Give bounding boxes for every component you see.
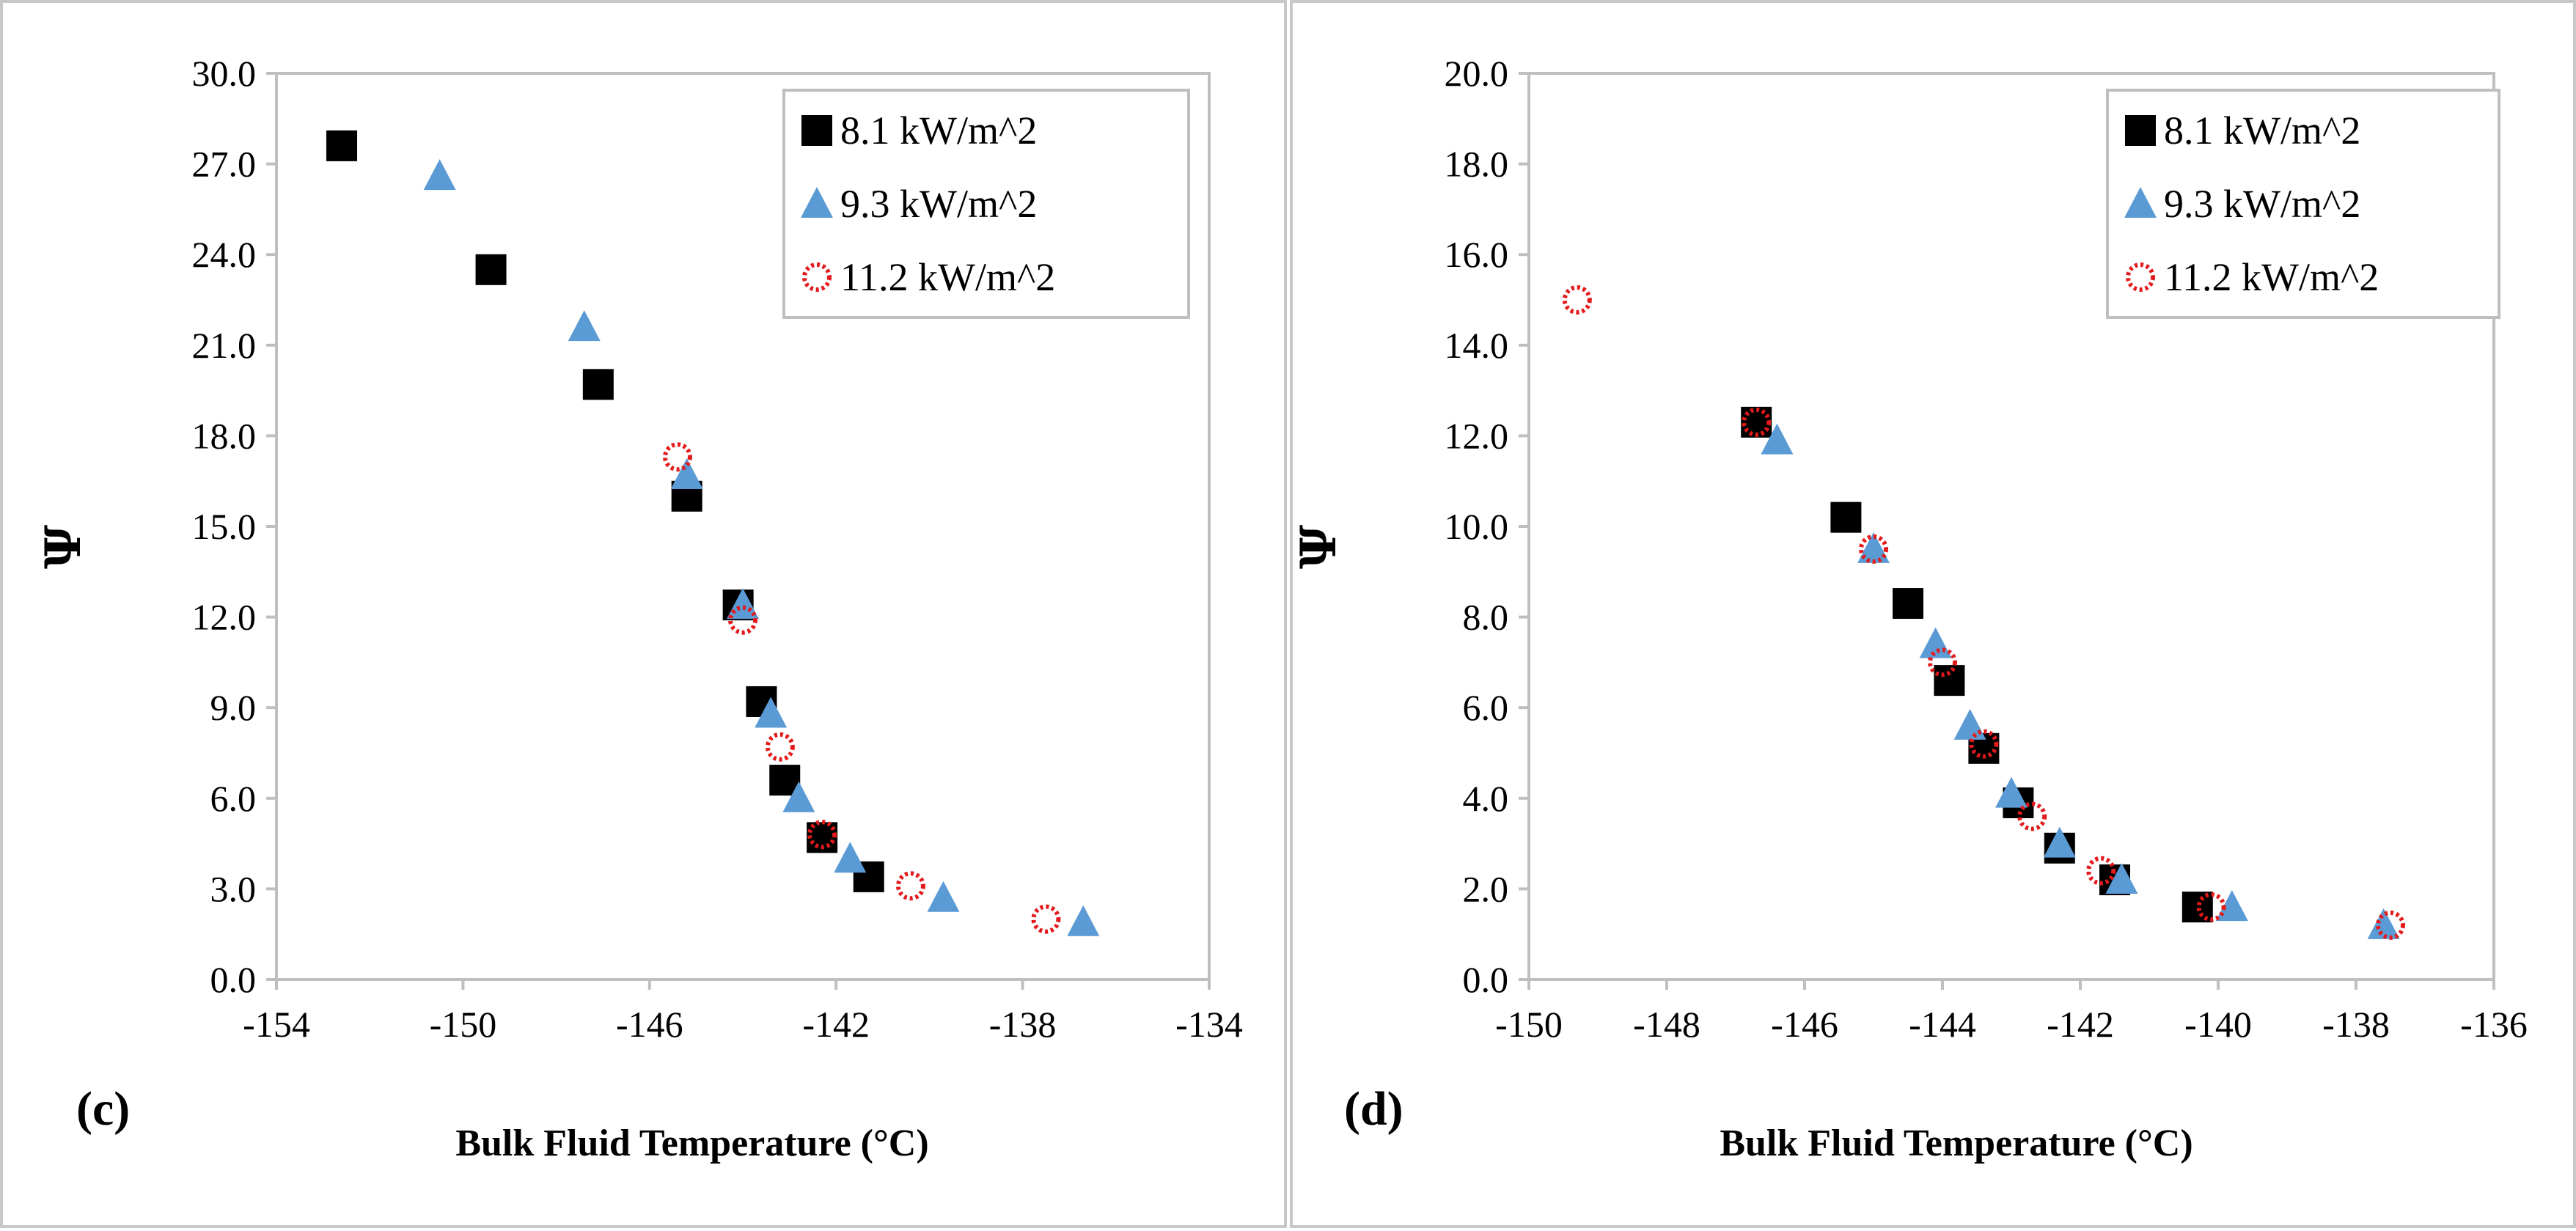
data-point xyxy=(927,881,960,912)
data-point xyxy=(2043,826,2076,858)
y-tick-label: 12.0 xyxy=(1445,415,1509,456)
data-point xyxy=(2215,890,2248,922)
legend-label: 11.2 kW/m^2 xyxy=(840,255,1055,299)
x-tick-label: -148 xyxy=(1633,1004,1700,1045)
x-tick-label: -142 xyxy=(802,1004,870,1045)
y-tick-label: 16.0 xyxy=(1445,234,1509,275)
y-tick-label: 14.0 xyxy=(1445,325,1509,366)
chart-panel-c: 0.0 3.0 6.0 9.0 12.0 15.0 18.0 21.0 24.0 27.0 30.0… xyxy=(0,0,1287,1228)
data-point xyxy=(475,254,507,285)
legend-label: 8.1 kW/m^2 xyxy=(840,109,1037,153)
chart-panel-d: 0.0 2.0 4.0 6.0 8.0 10.0 12.0 14.0 16.0 18.0 20.0 -… xyxy=(1290,0,2576,1228)
y-tick-label: 30.0 xyxy=(192,53,257,94)
data-point xyxy=(1995,776,2028,808)
y-tick-label: 4.0 xyxy=(1463,778,1509,819)
y-tick-label: 0.0 xyxy=(210,959,257,1000)
y-tick-label: 12.0 xyxy=(192,597,257,638)
legend-marker xyxy=(801,115,832,146)
data-point xyxy=(326,130,358,161)
y-tick-label: 0.0 xyxy=(1463,959,1509,1000)
x-tick-label: -140 xyxy=(2184,1004,2252,1045)
legend-box xyxy=(782,89,1190,319)
data-point xyxy=(1761,423,1794,455)
legend-marker xyxy=(801,187,833,218)
x-tick-label: -154 xyxy=(243,1004,310,1045)
legend-box xyxy=(2106,89,2500,319)
data-point xyxy=(755,697,788,728)
data-point xyxy=(728,605,757,635)
y-tick-label: 10.0 xyxy=(1445,506,1509,547)
data-point xyxy=(1562,285,1592,315)
y-tick-label: 20.0 xyxy=(1445,53,1509,94)
y-axis-title: Ψ xyxy=(34,525,92,569)
data-point xyxy=(1859,534,1888,564)
x-tick-label: -138 xyxy=(2322,1004,2390,1045)
data-point xyxy=(895,871,925,901)
y-tick-label: 3.0 xyxy=(210,868,257,909)
x-tick-label: -150 xyxy=(430,1004,497,1045)
data-point xyxy=(662,442,692,472)
data-point xyxy=(2086,856,2116,886)
data-point xyxy=(1919,627,1952,658)
x-tick-label: -150 xyxy=(1495,1004,1563,1045)
data-point xyxy=(1830,501,1862,533)
data-point xyxy=(1928,647,1957,677)
y-tick-label: 2.0 xyxy=(1463,868,1509,909)
legend-label: 9.3 kW/m^2 xyxy=(840,182,1037,226)
x-tick-label: -146 xyxy=(1771,1004,1838,1045)
x-tick-label: -136 xyxy=(2460,1004,2528,1045)
legend-label: 11.2 kW/m^2 xyxy=(2164,255,2379,299)
data-point xyxy=(1742,407,1772,437)
data-point xyxy=(782,781,815,812)
data-point xyxy=(2376,910,2405,940)
data-point xyxy=(807,820,837,850)
scatter-chart-c: 0.0 3.0 6.0 9.0 12.0 15.0 18.0 21.0 24.0 27.0 30.0… xyxy=(34,53,1243,1164)
y-tick-label: 9.0 xyxy=(210,687,257,728)
x-tick-label: -134 xyxy=(1175,1004,1243,1045)
y-tick-label: 6.0 xyxy=(1463,687,1509,728)
y-tick-label: 8.0 xyxy=(1463,597,1509,638)
x-tick-label: -138 xyxy=(989,1004,1057,1045)
legend-label: 8.1 kW/m^2 xyxy=(2164,109,2360,153)
y-axis-title: Ψ xyxy=(1293,525,1347,569)
legend-marker xyxy=(2126,262,2155,292)
legend-marker xyxy=(802,262,832,292)
data-point xyxy=(1031,904,1061,934)
data-point xyxy=(765,732,795,762)
data-point xyxy=(834,842,867,873)
data-point xyxy=(582,369,614,400)
panel-label: (d) xyxy=(1344,1082,1403,1136)
y-tick-label: 18.0 xyxy=(1445,144,1509,185)
y-tick-label: 18.0 xyxy=(192,415,257,456)
data-point xyxy=(2196,892,2226,922)
data-point xyxy=(1067,905,1100,936)
data-point xyxy=(1953,708,1986,740)
data-point xyxy=(1893,588,1923,620)
y-tick-label: 6.0 xyxy=(210,778,257,819)
data-point xyxy=(1969,729,1999,759)
y-tick-label: 21.0 xyxy=(192,325,257,366)
data-point xyxy=(423,159,456,191)
data-point xyxy=(2105,863,2138,894)
y-tick-label: 24.0 xyxy=(192,234,257,275)
legend-marker xyxy=(2125,115,2156,146)
data-point xyxy=(2017,801,2047,831)
y-tick-label: 27.0 xyxy=(192,144,257,185)
x-axis-title: Bulk Fluid Temperature (°C) xyxy=(455,1122,928,1164)
x-axis-title: Bulk Fluid Temperature (°C) xyxy=(1720,1122,2192,1164)
legend-label: 9.3 kW/m^2 xyxy=(2164,182,2360,226)
data-point xyxy=(568,310,601,342)
legend-marker xyxy=(2124,187,2157,218)
data-point xyxy=(1934,665,1965,697)
x-tick-label: -142 xyxy=(2047,1004,2114,1045)
x-tick-label: -144 xyxy=(1909,1004,1976,1045)
data-point xyxy=(1857,532,1890,563)
y-tick-label: 15.0 xyxy=(192,506,257,547)
data-point xyxy=(670,458,703,489)
x-tick-label: -146 xyxy=(616,1004,683,1045)
scatter-chart-d: 0.0 2.0 4.0 6.0 8.0 10.0 12.0 14.0 16.0 18.0 20.0 -… xyxy=(1293,53,2528,1164)
panel-label: (c) xyxy=(76,1082,130,1136)
data-point xyxy=(2367,908,2400,939)
